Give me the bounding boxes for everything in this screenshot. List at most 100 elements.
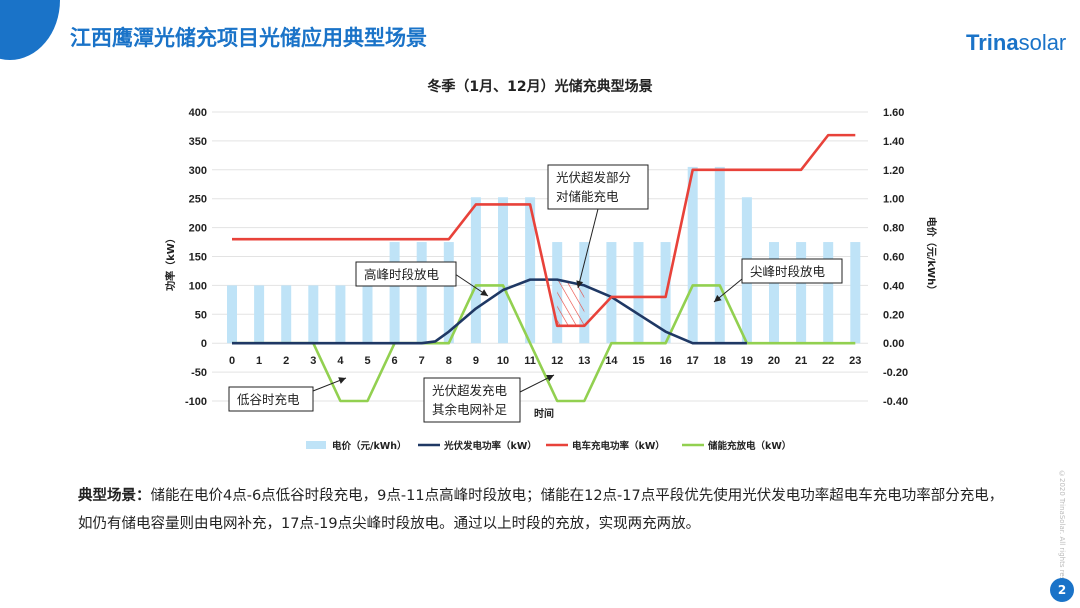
page-number-badge: 2	[1050, 578, 1074, 602]
x-tick-label: 19	[741, 355, 753, 367]
legend-label: 电车充电功率（kW）	[572, 440, 665, 452]
price-bar	[335, 285, 346, 344]
brand-logo: Trinasolar	[966, 30, 1066, 56]
annotation-text: 光伏超发充电	[432, 383, 508, 398]
price-bar	[687, 166, 698, 344]
annotation-text: 对储能充电	[556, 189, 619, 204]
x-tick-label: 11	[524, 355, 536, 367]
price-bar	[498, 197, 508, 344]
x-axis-title: 时间	[534, 407, 554, 420]
annotation-arrowhead	[338, 377, 346, 384]
y-tick-label: 300	[189, 165, 207, 177]
price-bar	[227, 285, 237, 344]
price-bar	[443, 242, 454, 344]
x-tick-label: 13	[578, 355, 590, 367]
annotation-text: 低谷时充电	[237, 392, 300, 407]
x-tick-label: 7	[419, 355, 425, 367]
price-bar	[525, 197, 536, 344]
annotation-arrowhead	[576, 280, 584, 288]
y-tick-label: 350	[189, 136, 207, 148]
y-tick-label: 250	[189, 194, 207, 206]
chart-title: 冬季（1月、12月）光储充典型场景	[427, 79, 653, 95]
price-bar	[416, 242, 427, 344]
x-tick-label: 23	[849, 355, 861, 367]
legend-label: 储能充放电（kW）	[708, 440, 791, 452]
price-bar	[796, 242, 807, 344]
legend-label: 电价（元/kWh）	[332, 440, 407, 452]
x-tick-label: 17	[687, 355, 699, 367]
annotation-box	[228, 386, 314, 412]
price-bar	[389, 242, 400, 344]
annotation-arrow	[577, 208, 599, 289]
x-tick-label: 14	[605, 355, 618, 367]
legend-swatch-price	[306, 441, 326, 449]
price-bar	[281, 285, 292, 344]
logo-bold: Trina	[966, 30, 1019, 55]
y2-tick-label: 0.00	[883, 338, 904, 350]
y-tick-label: 400	[189, 107, 207, 119]
price-bar	[823, 242, 834, 344]
x-tick-label: 3	[310, 355, 316, 367]
price-bar	[470, 197, 481, 344]
price-bar	[606, 242, 617, 344]
logo-light: solar	[1018, 30, 1067, 55]
y-tick-label: 100	[189, 280, 207, 292]
y2-tick-label: -0.40	[883, 396, 908, 408]
x-tick-label: 18	[714, 355, 726, 367]
annotation-text: 光伏超发部分	[556, 170, 631, 185]
desc-label: 典型场景：	[78, 488, 151, 504]
annotation-text: 其余电网补足	[432, 402, 508, 417]
price-bar	[308, 285, 319, 344]
x-tick-label: 20	[768, 355, 780, 367]
y-tick-label: 150	[189, 252, 207, 264]
x-tick-label: 6	[392, 355, 398, 367]
x-tick-label: 4	[337, 355, 344, 367]
x-tick-label: 8	[446, 355, 452, 367]
annotation-text: 尖峰时段放电	[750, 264, 826, 279]
y2-tick-label: 0.80	[883, 223, 904, 235]
annotation-arrowhead	[546, 375, 554, 382]
price-bar	[714, 166, 725, 344]
y2-tick-label: 0.60	[883, 252, 904, 264]
x-tick-label: 2	[283, 355, 289, 367]
y-tick-label: -100	[185, 396, 207, 408]
pv-line	[232, 278, 747, 345]
x-tick-label: 1	[256, 355, 262, 367]
annotation-arrowhead	[714, 294, 722, 302]
y-tick-label: -50	[191, 367, 207, 379]
y2-tick-label: 0.40	[883, 280, 904, 292]
y2-tick-label: 1.20	[883, 165, 904, 177]
y2-axis-title: 电价（元/kWh）	[925, 217, 938, 295]
y-axis-title: 功率（kW）	[164, 233, 177, 291]
x-tick-label: 9	[473, 355, 479, 367]
y-tick-label: 0	[201, 338, 207, 350]
y-tick-label: 50	[195, 309, 207, 321]
y2-tick-label: 0.20	[883, 309, 904, 321]
surplus-hatch-area	[557, 279, 585, 326]
annotation-box	[355, 261, 457, 287]
scenario-description: 典型场景：储能在电价4点-6点低谷时段充电，9点-11点高峰时段放电；储能在12…	[78, 482, 1008, 538]
x-tick-label: 15	[632, 355, 644, 367]
y2-tick-label: 1.40	[883, 136, 904, 148]
price-bar	[362, 285, 373, 344]
y2-tick-label: -0.20	[883, 367, 908, 379]
price-bar	[633, 242, 644, 344]
x-tick-label: 22	[822, 355, 834, 367]
copyright-note: ©2020 TrinaSolar. All rights reserved.	[1058, 470, 1066, 603]
x-tick-label: 16	[659, 355, 671, 367]
ev-line	[232, 133, 856, 328]
y2-tick-label: 1.00	[883, 194, 904, 206]
x-tick-label: 0	[229, 355, 235, 367]
price-bar	[769, 242, 779, 344]
annotation-box	[423, 377, 521, 423]
power-chart: -100-50050100150200250300350400-0.40-0.2…	[164, 107, 938, 452]
price-bar	[254, 285, 265, 344]
annotation-arrowhead	[480, 289, 488, 296]
storage-line	[232, 284, 856, 403]
x-tick-label: 5	[364, 355, 370, 367]
x-tick-label: 12	[551, 355, 563, 367]
y2-tick-label: 1.60	[883, 107, 904, 119]
annotation-text: 高峰时段放电	[364, 267, 440, 282]
legend-label: 光伏发电功率（kW）	[443, 440, 537, 452]
desc-text: 储能在电价4点-6点低谷时段充电，9点-11点高峰时段放电；储能在12点-17点…	[78, 488, 1004, 532]
